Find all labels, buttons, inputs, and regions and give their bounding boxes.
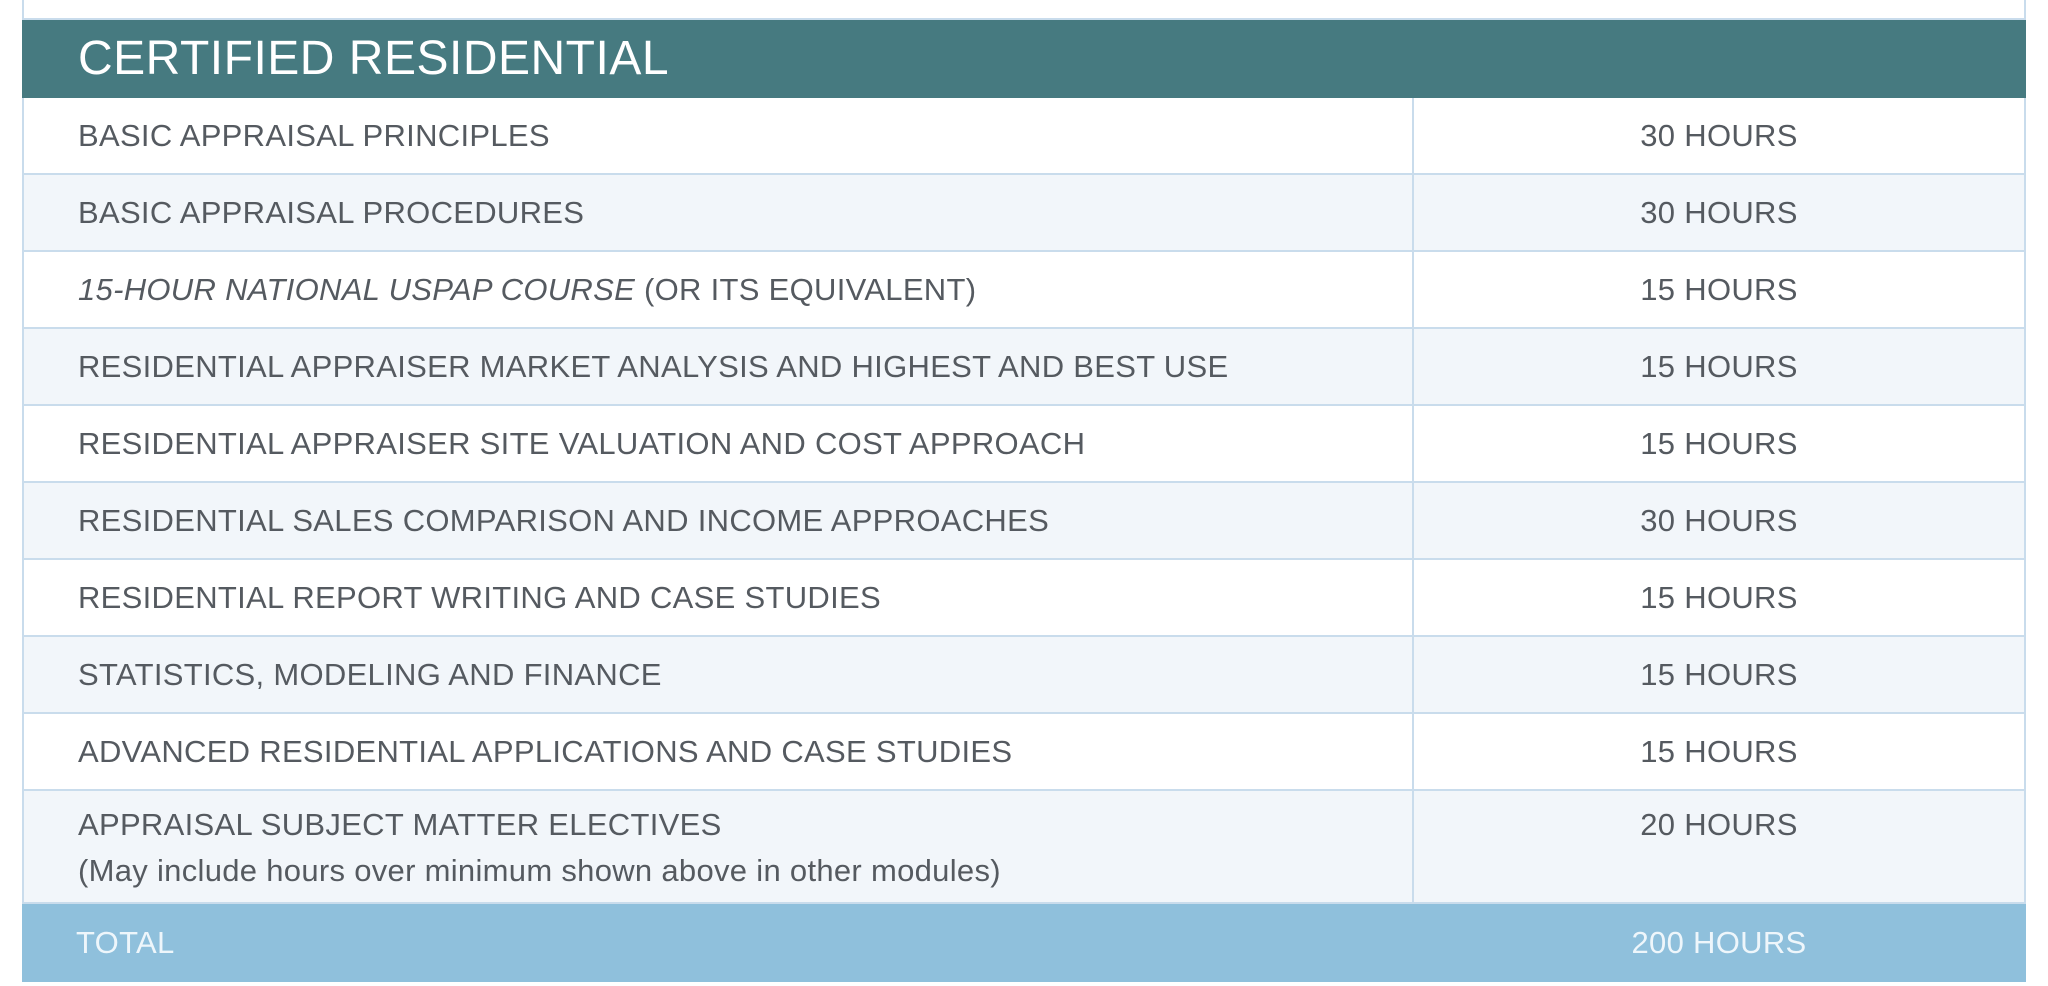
course-hours: 30 HOURS [1640, 117, 1798, 153]
requirements-table: CERTIFIED RESIDENTIAL BASIC APPRAISAL PR… [22, 20, 2026, 982]
table-row: BASIC APPRAISAL PRINCIPLES 30 HOURS [22, 98, 2026, 175]
table-title: CERTIFIED RESIDENTIAL [22, 20, 2026, 98]
table-body: BASIC APPRAISAL PRINCIPLES 30 HOURS BASIC… [22, 98, 2026, 904]
table-row: BASIC APPRAISAL PROCEDURES 30 HOURS [22, 175, 2026, 252]
course-name: APPRAISAL SUBJECT MATTER ELECTIVES [78, 807, 722, 842]
course-name: RESIDENTIAL APPRAISER SITE VALUATION AND… [24, 406, 1414, 481]
course-hours: 20 HOURS [1640, 807, 1798, 842]
course-name: ADVANCED RESIDENTIAL APPLICATIONS AND CA… [24, 714, 1414, 789]
table-row: 15-HOUR NATIONAL USPAP COURSE (OR ITS EQ… [22, 252, 2026, 329]
table-row: ADVANCED RESIDENTIAL APPLICATIONS AND CA… [22, 714, 2026, 791]
course-name: RESIDENTIAL APPRAISER MARKET ANALYSIS AN… [24, 329, 1414, 404]
course-hours: 30 HOURS [1640, 194, 1798, 230]
course-hours: 15 HOURS [1640, 656, 1798, 692]
course-name: RESIDENTIAL SALES COMPARISON AND INCOME … [24, 483, 1414, 558]
course-hours: 15 HOURS [1640, 425, 1798, 461]
course-name: RESIDENTIAL REPORT WRITING AND CASE STUD… [24, 560, 1414, 635]
course-hours: 15 HOURS [1640, 733, 1798, 769]
table-row: RESIDENTIAL APPRAISER SITE VALUATION AND… [22, 406, 2026, 483]
course-name-italic: 15-HOUR NATIONAL USPAP COURSE [78, 271, 636, 307]
course-name: STATISTICS, MODELING AND FINANCE [24, 637, 1414, 712]
course-cell: APPRAISAL SUBJECT MATTER ELECTIVES (May i… [24, 791, 1414, 902]
course-hours: 30 HOURS [1640, 502, 1798, 538]
course-name: BASIC APPRAISAL PROCEDURES [24, 175, 1414, 250]
course-hours: 15 HOURS [1640, 271, 1798, 307]
course-name: 15-HOUR NATIONAL USPAP COURSE (OR ITS EQ… [24, 252, 1414, 327]
table-row: RESIDENTIAL SALES COMPARISON AND INCOME … [22, 483, 2026, 560]
course-hours: 15 HOURS [1640, 348, 1798, 384]
table-row: STATISTICS, MODELING AND FINANCE 15 HOURS [22, 637, 2026, 714]
table-row: APPRAISAL SUBJECT MATTER ELECTIVES (May i… [22, 791, 2026, 904]
course-name: BASIC APPRAISAL PRINCIPLES [24, 98, 1414, 173]
total-label: TOTAL [76, 925, 175, 960]
table-top-frame [22, 0, 2026, 20]
table-row: RESIDENTIAL REPORT WRITING AND CASE STUD… [22, 560, 2026, 637]
total-hours: 200 HOURS [1631, 925, 1807, 960]
total-row: TOTAL 200 HOURS [22, 904, 2026, 982]
table-row: RESIDENTIAL APPRAISER MARKET ANALYSIS AN… [22, 329, 2026, 406]
course-name-suffix: (OR ITS EQUIVALENT) [635, 271, 977, 307]
course-hours: 15 HOURS [1640, 579, 1798, 615]
course-note: (May include hours over minimum shown ab… [78, 853, 1001, 888]
